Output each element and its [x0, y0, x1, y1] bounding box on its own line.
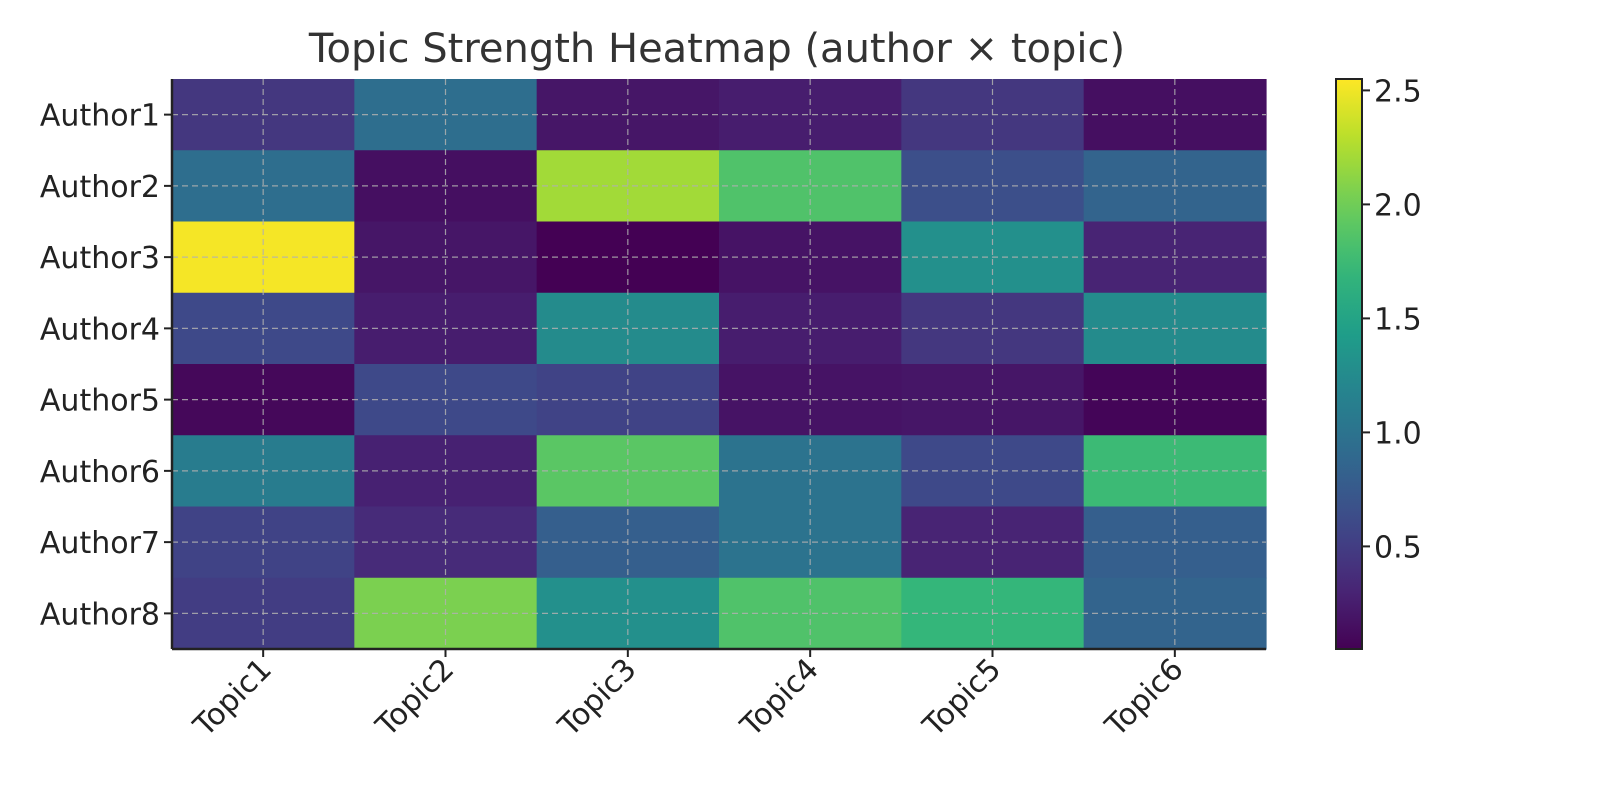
y-tick-label: Author6 — [40, 455, 160, 490]
colorbar-tick-label: 1.0 — [1374, 416, 1422, 451]
colorbar-tick-label: 1.5 — [1374, 302, 1422, 337]
x-tick-label: Topic3 — [551, 652, 643, 744]
axes — [170, 79, 1266, 651]
colorbar: 0.5 1.0 1.5 2.0 2.5 — [1335, 74, 1422, 650]
x-tick-label: Topic6 — [1098, 652, 1190, 744]
y-axis-ticks: Author1 Author2 Author3 Author4 Author5 Autho… — [40, 99, 172, 632]
colorbar-tick-label: 0.5 — [1374, 530, 1422, 565]
x-tick-label: Topic5 — [916, 652, 1008, 744]
x-tick-label: Topic2 — [369, 652, 461, 744]
y-tick-label: Author4 — [40, 312, 160, 347]
x-tick-label: Topic4 — [734, 652, 826, 744]
chart-title: Topic Strength Heatmap (author × topic) — [308, 26, 1125, 72]
grid-lines — [172, 79, 1266, 649]
y-tick-label: Author5 — [40, 384, 160, 419]
y-tick-label: Author7 — [40, 526, 160, 561]
x-tick-label: Topic1 — [187, 652, 279, 744]
colorbar-tick-label: 2.5 — [1374, 74, 1422, 109]
x-axis-ticks: Topic1 Topic2 Topic3 Topic4 Topic5 Topic6 — [187, 649, 1190, 744]
y-tick-label: Author3 — [40, 241, 160, 276]
colorbar-gradient — [1335, 78, 1363, 650]
colorbar-tick-label: 2.0 — [1374, 188, 1422, 223]
y-tick-label: Author1 — [40, 99, 160, 134]
y-tick-label: Author8 — [40, 597, 160, 632]
y-tick-label: Author2 — [40, 170, 160, 205]
heatmap-cells — [172, 79, 1267, 650]
